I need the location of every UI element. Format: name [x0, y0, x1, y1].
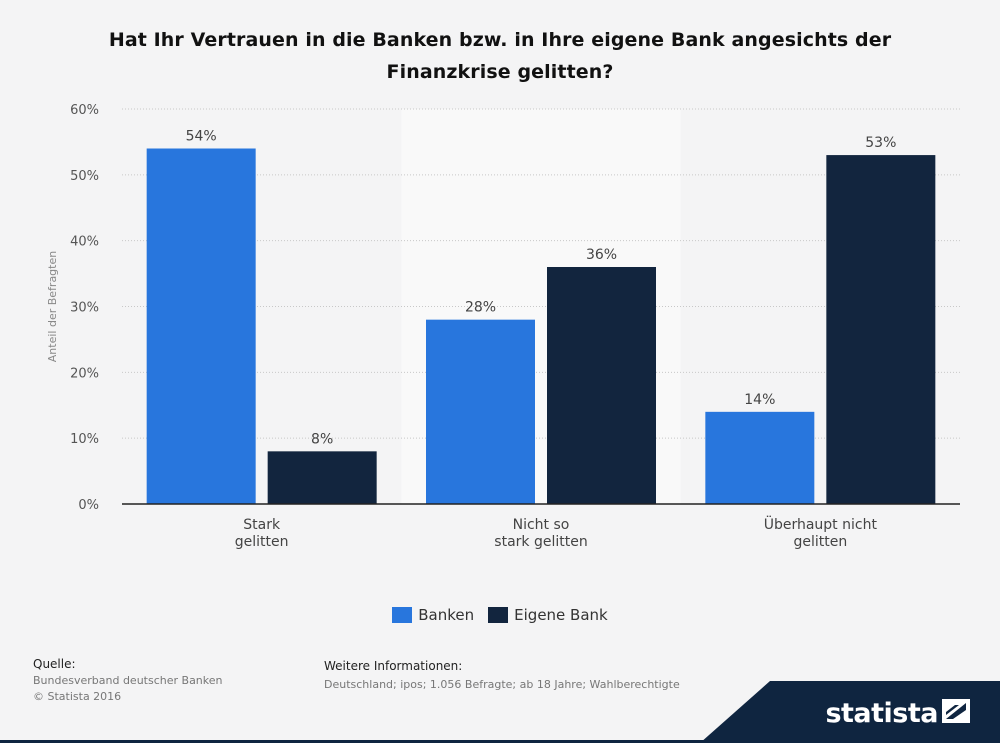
x-tick-label: Nicht so — [513, 517, 570, 533]
bar-eigene-bank — [267, 451, 377, 504]
bar-eigene-bank — [826, 155, 936, 505]
bar-banken — [705, 411, 815, 504]
legend-swatch-eigene-bank — [488, 607, 509, 623]
source-text: Bundesverband deutscher Banken © Statist… — [33, 673, 223, 705]
data-label: 8% — [311, 431, 333, 447]
legend-swatch-banken — [392, 607, 413, 623]
y-tick-label: 20% — [70, 366, 99, 381]
y-tick-label: 30% — [70, 301, 99, 316]
y-axis-label: Anteil der Befragten — [46, 251, 59, 362]
data-label: 54% — [186, 129, 217, 145]
info-label: Weitere Informationen: — [324, 659, 463, 673]
statista-logo[interactable]: statista — [825, 698, 938, 729]
y-tick-label: 50% — [70, 169, 99, 184]
y-tick-label: 40% — [70, 235, 99, 250]
x-tick-label: Überhaupt nicht — [764, 515, 878, 533]
legend-label-eigene-bank: Eigene Bank — [514, 606, 608, 624]
bar-banken — [426, 319, 535, 504]
x-tick-label: gelitten — [793, 534, 847, 550]
brand-band — [700, 681, 1000, 743]
data-label: 36% — [586, 247, 617, 263]
chart-title-line-1: Hat Ihr Vertrauen in die Banken bzw. in … — [108, 29, 892, 51]
legend: Banken Eigene Bank — [0, 606, 1000, 624]
data-label: 28% — [465, 300, 496, 316]
bottom-line — [0, 740, 1000, 743]
y-tick-label: 10% — [70, 432, 99, 447]
data-label: 53% — [865, 135, 896, 151]
legend-label-banken: Banken — [418, 606, 475, 624]
data-label: 14% — [744, 392, 775, 408]
legend-item-eigene-bank[interactable]: Eigene Bank — [488, 606, 608, 624]
statista-logo-icon — [942, 699, 970, 723]
y-tick-label: 0% — [78, 498, 99, 513]
bar-eigene-bank — [547, 267, 656, 504]
x-tick-label: Stark — [243, 517, 281, 533]
chart-title: Hat Ihr Vertrauen in die Banken bzw. in … — [0, 24, 1000, 88]
source-line-1: Bundesverband deutscher Banken — [33, 674, 223, 687]
y-tick-label: 60% — [70, 103, 99, 118]
bar-chart: 0% 10% 20% 30% 40% 50% 60% Anteil der Befragten… — [46, 103, 960, 550]
chart-title-line-2: Finanzkrise gelitten? — [386, 61, 614, 83]
info-text: Deutschland; ipos; 1.056 Befragte; ab 18… — [324, 678, 680, 691]
x-tick-label: stark gelitten — [494, 534, 587, 550]
legend-item-banken[interactable]: Banken — [392, 606, 474, 624]
source-label: Quelle: — [33, 657, 76, 671]
source-line-2: © Statista 2016 — [33, 690, 122, 703]
bar-banken — [146, 148, 256, 504]
x-tick-label: gelitten — [235, 534, 289, 550]
